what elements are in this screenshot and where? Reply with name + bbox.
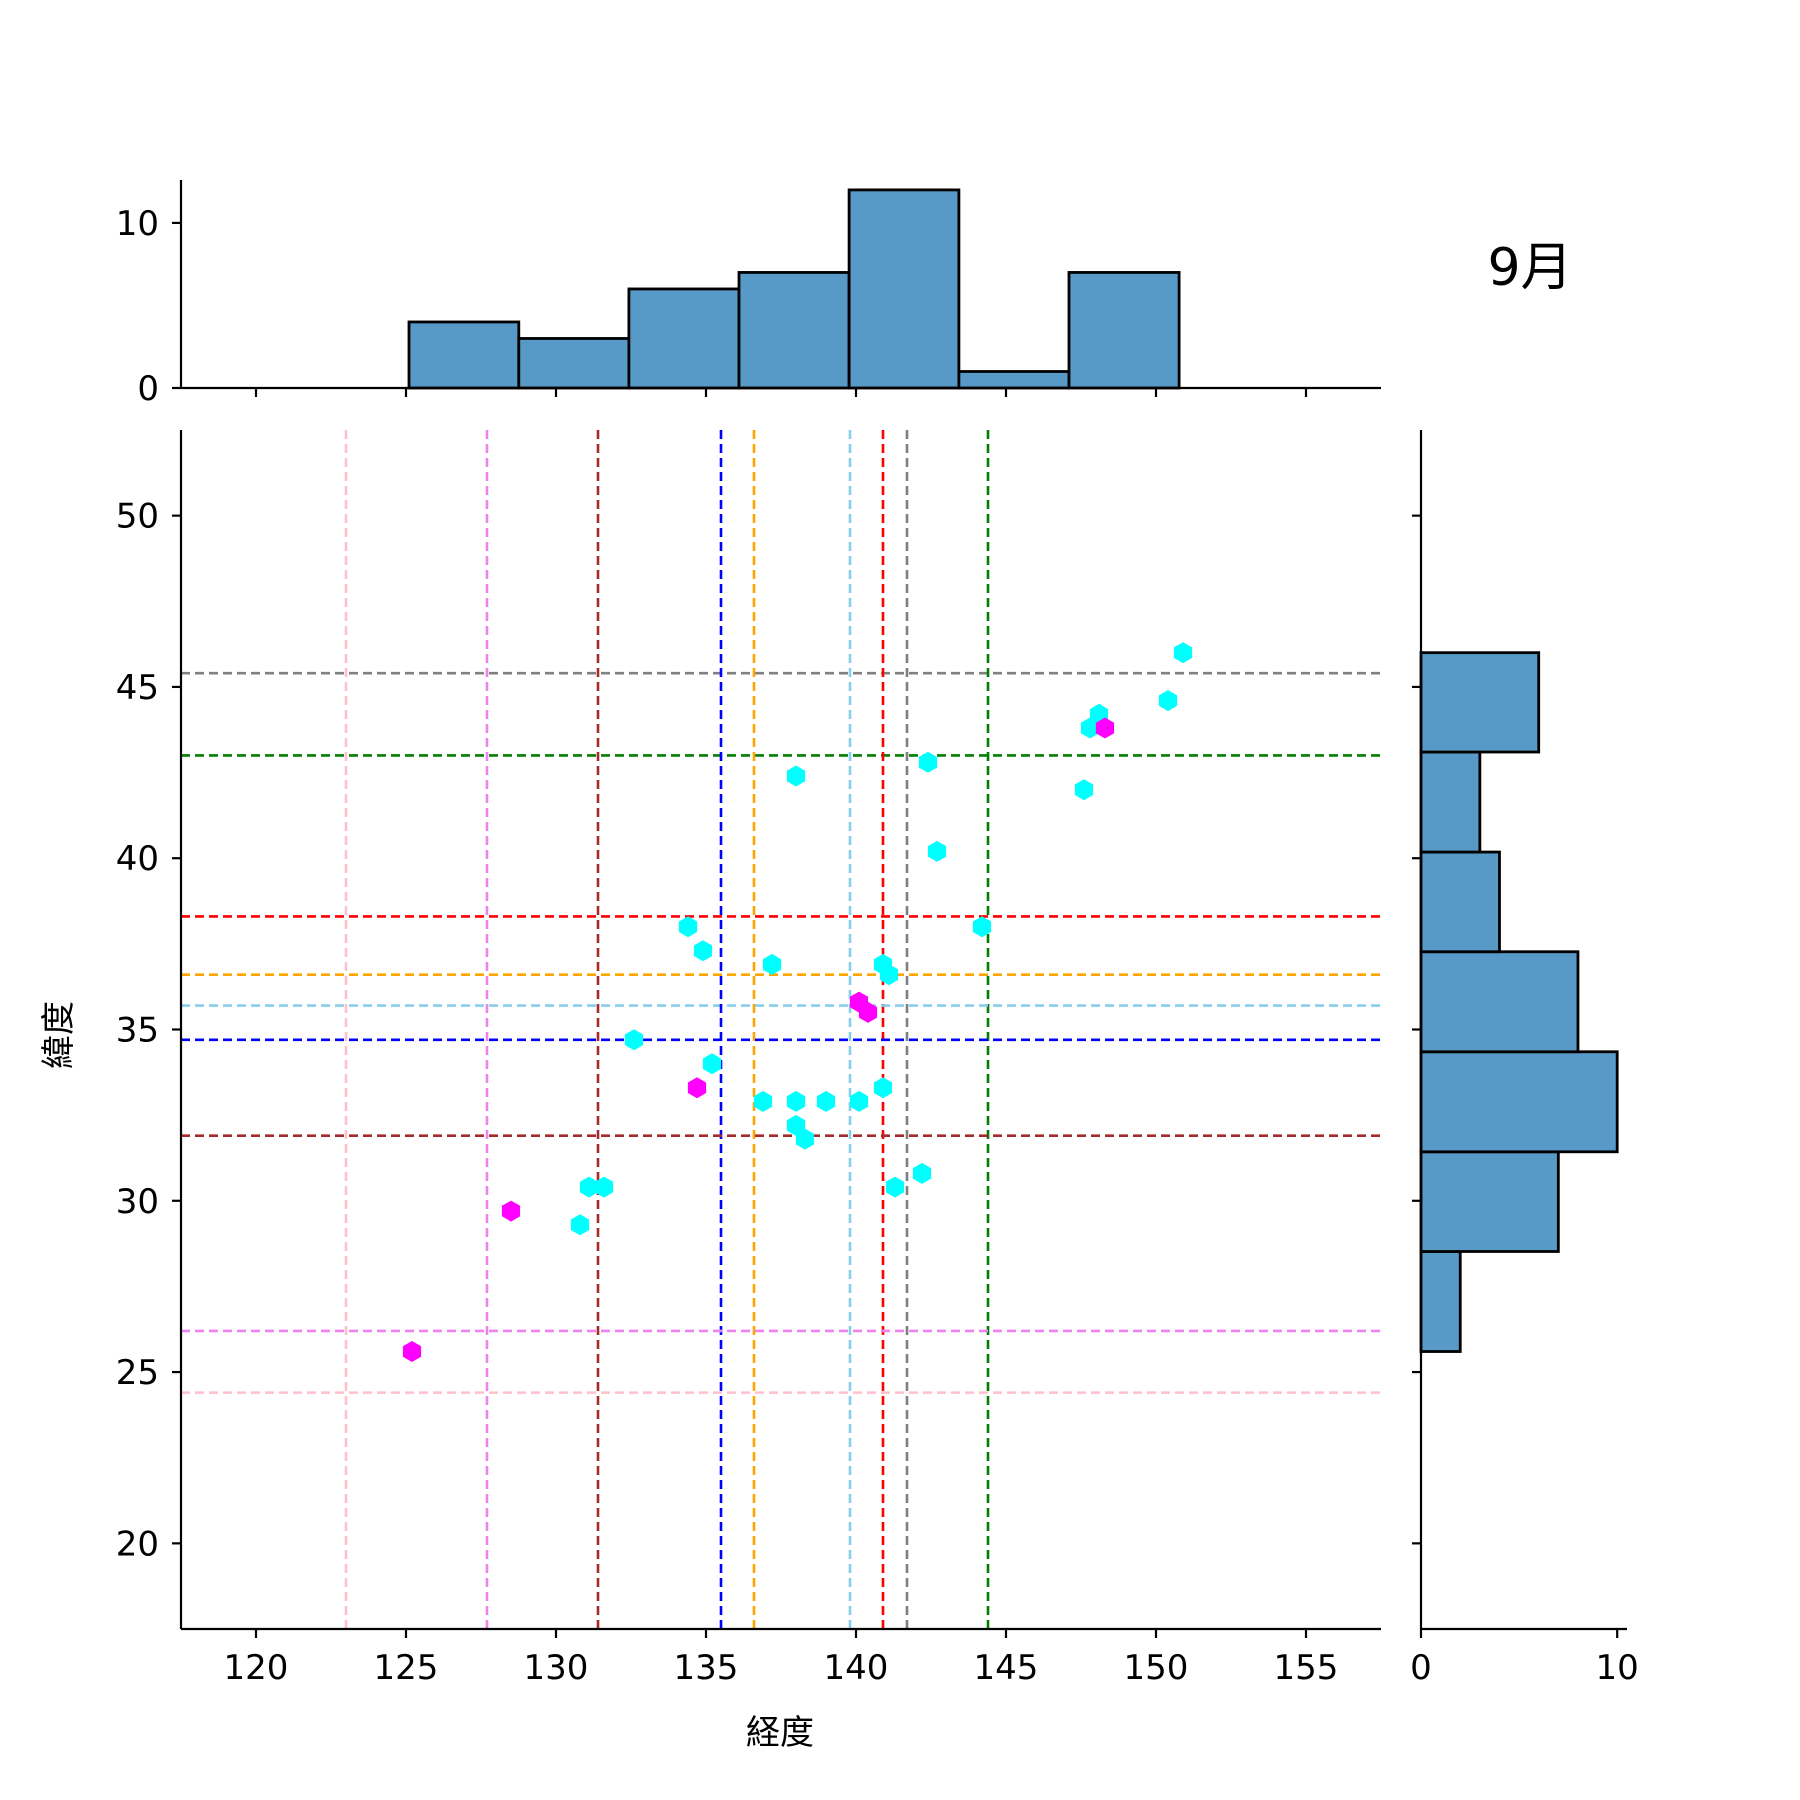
point-0-10 — [693, 940, 713, 962]
y-axis-label: 緯度 — [39, 1001, 79, 1069]
y-tick-label-45: 45 — [116, 668, 159, 708]
tick-marks: 120 125 130 135 140 145 150 155 20 25 30 35 40 45 50 0 1… — [116, 204, 1639, 1688]
point-0-27 — [912, 1162, 932, 1184]
y-tick-label-20: 20 — [116, 1524, 159, 1564]
point-0-24 — [594, 1176, 614, 1198]
point-0-23 — [579, 1176, 599, 1198]
point-0-5 — [918, 751, 938, 773]
point-0-9 — [678, 916, 698, 938]
x-tick-label-145: 145 — [974, 1648, 1039, 1688]
right-x-tick-label-10: 10 — [1596, 1648, 1639, 1688]
point-0-6 — [927, 840, 947, 862]
y-tick-label-35: 35 — [116, 1011, 159, 1051]
right-x-tick-label-0: 0 — [1410, 1648, 1432, 1688]
point-1-4 — [501, 1200, 521, 1222]
point-0-19 — [849, 1090, 869, 1112]
point-1-0 — [1095, 717, 1115, 739]
top-hist-bar-6 — [1067, 271, 1181, 390]
x-tick-label-155: 155 — [1274, 1648, 1339, 1688]
y-tick-label-40: 40 — [116, 839, 159, 879]
top-hist-bar-4 — [847, 188, 961, 390]
top-hist-bar-5 — [957, 370, 1071, 390]
point-0-7 — [786, 765, 806, 787]
top-hist-bar-0 — [407, 320, 521, 390]
y-tick-label-50: 50 — [116, 497, 159, 537]
x-tick-label-130: 130 — [524, 1648, 589, 1688]
point-0-14 — [624, 1029, 644, 1051]
top-hist-bar-3 — [737, 271, 851, 390]
point-0-20 — [873, 1077, 893, 1099]
point-1-5 — [402, 1341, 422, 1362]
x-tick-label-120: 120 — [224, 1648, 289, 1688]
right-hist-bar-4 — [1419, 850, 1501, 954]
point-0-1 — [1158, 690, 1178, 712]
point-0-26 — [885, 1176, 905, 1198]
right-hist-bar-5 — [1419, 750, 1482, 854]
x-tick-label-150: 150 — [1124, 1648, 1189, 1688]
axes — [179, 180, 1627, 1631]
x-tick-label-125: 125 — [374, 1648, 439, 1688]
point-0-21 — [786, 1114, 806, 1136]
point-0-0 — [1173, 642, 1193, 664]
top-y-tick-label-10: 10 — [116, 204, 159, 244]
point-0-13 — [879, 964, 899, 986]
longitude-histogram — [407, 188, 1181, 390]
point-0-18 — [816, 1090, 836, 1112]
right-hist-bar-1 — [1419, 1150, 1560, 1253]
right-hist-bar-0 — [1419, 1250, 1462, 1353]
latitude-histogram — [1419, 651, 1619, 1353]
right-hist-bar-3 — [1419, 950, 1580, 1054]
y-tick-label-30: 30 — [116, 1182, 159, 1222]
top-hist-bar-2 — [627, 287, 741, 390]
scatter-points — [402, 642, 1193, 1362]
top-y-tick-label-0: 0 — [137, 369, 159, 409]
point-1-2 — [858, 1001, 878, 1023]
top-hist-bar-1 — [517, 337, 631, 390]
x-axis-label: 経度 — [746, 1713, 814, 1753]
point-0-25 — [570, 1214, 590, 1236]
reference-lines — [181, 430, 1381, 1629]
point-0-4 — [1074, 779, 1094, 801]
point-0-22 — [795, 1128, 815, 1150]
point-0-17 — [786, 1090, 806, 1112]
point-0-15 — [702, 1053, 722, 1075]
point-0-11 — [762, 953, 782, 975]
x-tick-label-135: 135 — [674, 1648, 739, 1688]
chart-title: 9月 — [1487, 238, 1572, 298]
x-tick-label-140: 140 — [824, 1648, 889, 1688]
right-hist-bar-2 — [1419, 1050, 1619, 1154]
point-0-16 — [753, 1090, 773, 1112]
right-hist-bar-6 — [1419, 651, 1541, 754]
point-1-3 — [687, 1077, 707, 1099]
y-tick-label-25: 25 — [116, 1353, 159, 1393]
point-0-8 — [972, 916, 992, 938]
point-0-3 — [1080, 717, 1100, 739]
